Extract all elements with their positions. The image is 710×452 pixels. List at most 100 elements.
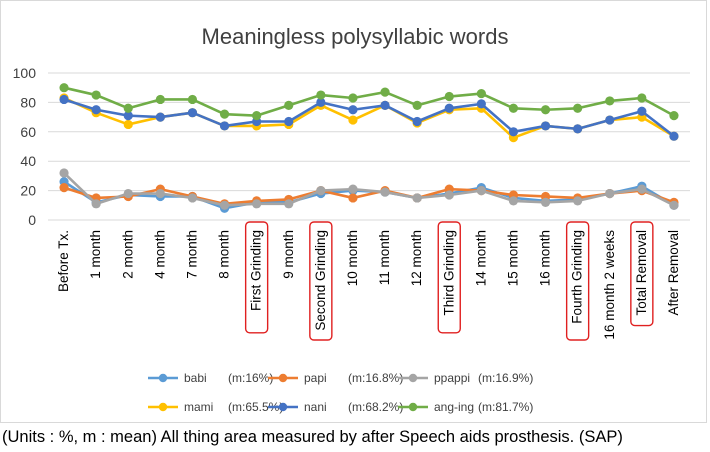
x-category-label: 14 month xyxy=(473,230,488,286)
data-point xyxy=(444,103,454,113)
data-point xyxy=(91,90,101,100)
legend-series-name: ppappi xyxy=(434,371,470,385)
y-axis-ticks: 0 20 40 60 80 100 xyxy=(13,65,37,228)
data-point xyxy=(508,103,519,113)
data-point xyxy=(155,188,165,199)
data-point xyxy=(380,187,390,197)
x-category-label: 15 month xyxy=(505,230,520,286)
data-point xyxy=(637,184,647,194)
legend-swatch-marker xyxy=(278,373,288,383)
data-point xyxy=(284,100,294,110)
legend-item-ang-ing: ang-ing (m:81.7%) xyxy=(398,400,533,414)
x-axis-categories: Before Tx. 1 month 2 month 4 month 7 month 8 … xyxy=(56,221,681,341)
x-category-label: 12 month xyxy=(409,230,424,286)
legend-series-mean: (m:65.5%) xyxy=(228,400,283,414)
legend-swatch-marker xyxy=(408,402,418,412)
data-point xyxy=(252,199,262,209)
category-highlight-box xyxy=(565,221,590,341)
legend: babi (m:16%) papi (m:16.8%) ppappi (m:16.9%) m… xyxy=(148,371,533,414)
x-category-label: 2 month xyxy=(120,230,135,279)
x-category-label: First Grinding xyxy=(249,230,264,311)
data-point xyxy=(316,97,326,107)
data-point xyxy=(540,197,551,207)
data-point xyxy=(444,91,454,102)
data-point xyxy=(573,196,583,206)
y-tick-label: 60 xyxy=(20,124,36,140)
legend-item-ppappi: ppappi (m:16.9%) xyxy=(398,371,533,385)
x-category-label: 16 month 2 weeks xyxy=(602,230,617,340)
data-point xyxy=(348,193,358,203)
x-category-label: Total Removal xyxy=(634,230,649,316)
category-highlight-box xyxy=(630,221,654,327)
x-category-label: 1 month xyxy=(88,230,103,279)
data-point xyxy=(669,111,679,121)
data-point xyxy=(123,188,133,199)
x-category-label: Third Grinding xyxy=(441,230,456,316)
data-point xyxy=(219,200,230,210)
x-category-label: 7 month xyxy=(184,230,199,279)
x-category-label: 4 month xyxy=(152,230,167,279)
data-point xyxy=(91,199,101,209)
legend-series-mean: (m:16%) xyxy=(228,371,273,385)
data-point xyxy=(123,103,133,113)
legend-item-nani: nani (m:68.2%) xyxy=(268,400,403,414)
y-tick-label: 80 xyxy=(20,94,36,110)
data-point xyxy=(444,190,454,200)
series-lines xyxy=(59,83,679,213)
chart-frame xyxy=(0,0,707,423)
data-point xyxy=(123,119,133,130)
y-tick-label: 20 xyxy=(20,183,36,199)
data-point xyxy=(252,111,262,121)
category-highlight-box xyxy=(244,221,269,334)
legend-series-mean: (m:16.9%) xyxy=(478,371,533,385)
data-point xyxy=(155,112,165,122)
data-point xyxy=(380,87,390,97)
data-point xyxy=(605,115,615,125)
data-point xyxy=(605,96,615,106)
data-point xyxy=(348,184,358,194)
data-point xyxy=(187,94,198,105)
data-point xyxy=(476,186,486,196)
series-line xyxy=(63,86,675,117)
data-point xyxy=(155,94,165,105)
legend-swatch-marker xyxy=(408,373,418,383)
data-point xyxy=(59,83,69,93)
x-category-label: Second Grinding xyxy=(313,230,328,331)
data-point xyxy=(59,183,69,193)
series-nani xyxy=(59,94,679,141)
data-point xyxy=(348,115,358,125)
x-category-label: After Removal xyxy=(666,230,681,316)
data-point xyxy=(508,127,519,137)
legend-swatch-marker xyxy=(278,402,288,412)
category-highlight-box xyxy=(437,221,461,334)
data-point xyxy=(540,105,551,115)
data-point xyxy=(476,99,486,109)
data-point xyxy=(669,131,679,141)
data-point xyxy=(59,168,69,178)
data-point xyxy=(605,188,615,199)
y-tick-label: 100 xyxy=(13,65,37,81)
series-ang-ing xyxy=(59,83,679,121)
data-point xyxy=(59,94,69,105)
series-line xyxy=(63,186,675,206)
data-point xyxy=(284,199,294,209)
legend-item-papi: papi (m:16.8%) xyxy=(268,371,403,385)
data-point xyxy=(187,193,198,203)
data-point xyxy=(219,109,230,119)
x-category-label: 9 month xyxy=(281,230,296,279)
legend-series-mean: (m:16.8%) xyxy=(348,371,403,385)
legend-series-name: ang-ing xyxy=(434,400,474,414)
x-category-label: 8 month xyxy=(217,230,232,279)
data-point xyxy=(573,124,583,134)
data-point xyxy=(540,121,551,131)
legend-item-mami: mami (m:65.5%) xyxy=(148,400,283,414)
legend-item-babi: babi (m:16%) xyxy=(148,371,273,385)
chart-title: Meaningless polysyllabic words xyxy=(202,24,509,49)
data-point xyxy=(348,105,358,115)
x-category-label: 10 month xyxy=(345,230,360,286)
data-point xyxy=(637,93,647,103)
data-point xyxy=(476,88,486,99)
y-tick-label: 0 xyxy=(28,212,36,228)
legend-series-name: nani xyxy=(304,400,327,414)
data-point xyxy=(669,200,679,210)
